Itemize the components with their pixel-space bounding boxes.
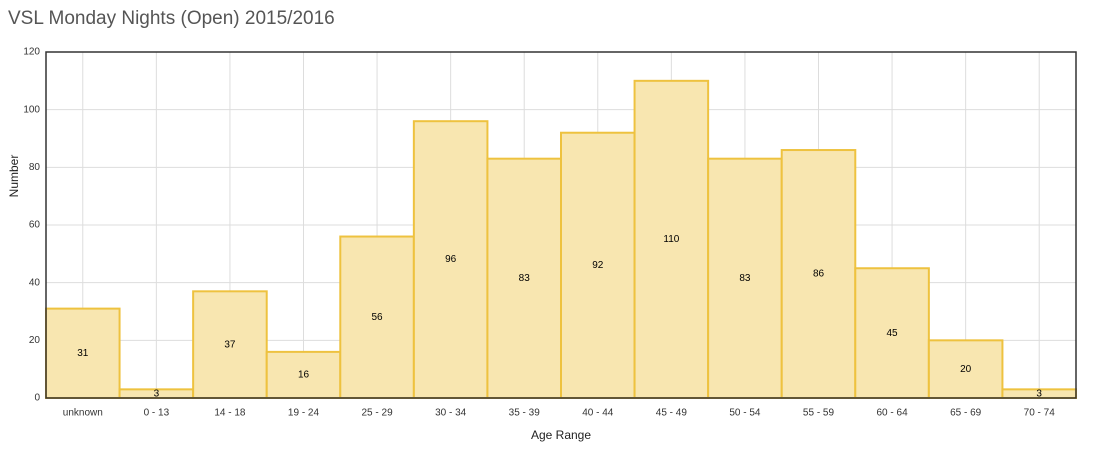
- bar: [192, 290, 268, 400]
- bar: [707, 157, 783, 399]
- x-tick-label: unknown: [63, 408, 103, 419]
- value-label: 37: [224, 339, 236, 350]
- value-label: 3: [1036, 388, 1042, 399]
- value-label: 3: [154, 388, 160, 399]
- bar: [633, 79, 710, 399]
- x-tick-label: 50 - 54: [729, 408, 761, 419]
- value-label: 45: [887, 328, 899, 339]
- x-tick-label: 0 - 13: [144, 408, 170, 419]
- value-label: 56: [372, 312, 384, 323]
- y-tick-label: 100: [23, 104, 40, 115]
- x-tick-label: 55 - 59: [803, 408, 835, 419]
- x-tick-label: 45 - 49: [656, 408, 688, 419]
- value-label: 110: [663, 234, 679, 245]
- value-label: 83: [739, 273, 751, 284]
- bar: [780, 149, 857, 399]
- y-tick-label: 80: [29, 162, 41, 173]
- y-tick-label: 40: [29, 277, 41, 288]
- y-tick-label: 120: [23, 47, 40, 58]
- bar: [45, 307, 121, 399]
- x-tick-label: 70 - 74: [1024, 408, 1056, 419]
- bar: [339, 235, 415, 399]
- y-tick-label: 0: [34, 393, 40, 404]
- plot-border: [45, 51, 1077, 399]
- value-label: 96: [445, 254, 457, 265]
- value-label: 16: [298, 370, 310, 381]
- x-tick-label: 35 - 39: [509, 408, 541, 419]
- x-tick-label: 14 - 18: [214, 408, 246, 419]
- x-axis-title: Age Range: [531, 428, 591, 442]
- value-label: 86: [813, 269, 825, 280]
- bar: [486, 157, 562, 399]
- y-tick-label: 60: [29, 220, 41, 231]
- bar: [412, 120, 489, 399]
- x-tick-label: 60 - 64: [877, 408, 909, 419]
- chart-title: VSL Monday Nights (Open) 2015/2016: [8, 8, 335, 29]
- value-label: 83: [519, 273, 531, 284]
- x-tick-label: 25 - 29: [362, 408, 394, 419]
- y-axis-title: Number: [7, 155, 21, 198]
- x-tick-label: 19 - 24: [288, 408, 320, 419]
- x-tick-label: 65 - 69: [950, 408, 982, 419]
- x-tick-label: 30 - 34: [435, 408, 467, 419]
- value-label: 31: [77, 348, 89, 359]
- value-label: 20: [960, 364, 972, 375]
- x-tick-label: 40 - 44: [582, 408, 614, 419]
- y-tick-label: 20: [29, 335, 41, 346]
- value-label: 92: [592, 260, 604, 271]
